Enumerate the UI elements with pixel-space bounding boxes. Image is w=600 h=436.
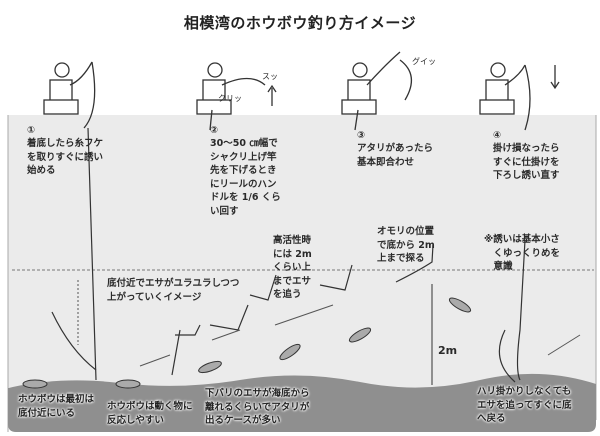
fish-start-note: ホウボウは最初は 底付近にいる	[18, 394, 95, 419]
depth-label: 2m	[438, 344, 458, 357]
anglers	[43, 51, 560, 131]
fish-react-note: ホウボウは動く物に 反応しやすい	[107, 401, 193, 426]
sound-effect-kuri: クリッ	[218, 94, 242, 103]
fish-return-note: ハリ掛かりしなくても エサを追ってすぐに底 へ戻る	[477, 386, 572, 424]
high-activity-note: 高活性時 には 2m くらい上 までエサ を追う	[273, 235, 312, 300]
step-3-text: アタリがあったら 基本即合わせ	[357, 143, 434, 168]
lure-note: ※誘いは基本小さ くゆっくりめを 意識	[484, 234, 561, 272]
step-1-text: 着底したら糸フケ を取りすぐに誘い 始める	[27, 138, 104, 176]
seabed	[8, 373, 596, 432]
step-3-number: ③	[357, 130, 366, 141]
sinker-position-note: オモリの位置 で底から 2m 上まで探る	[377, 226, 435, 264]
motion-arrows	[77, 280, 581, 367]
step-1-number: ①	[27, 125, 36, 136]
fishing-lines	[51, 127, 526, 383]
diagram-title: 相模湾のホウボウ釣り方イメージ	[183, 14, 417, 32]
bite-case-note: 下バリのエサが海底から 離れるくらいでアタリが 出るケースが多い	[205, 388, 310, 426]
step-4-text: 掛け損なったら すぐに仕掛けを 下ろし誘い直す	[493, 143, 560, 181]
angler-4	[479, 62, 560, 131]
step-2-number: ②	[210, 125, 219, 136]
sound-effect-su: スッ	[262, 72, 278, 81]
step-2-text: 30～50 ㎝幅で シャクリ上げ竿 先を下げるとき にリールのハン ドルを 1/…	[210, 138, 281, 217]
fish-icons	[22, 297, 472, 389]
step-4-number: ④	[493, 130, 502, 141]
water-area	[8, 115, 596, 387]
sound-effect-gui: グイッ	[412, 57, 436, 66]
angler-1	[43, 61, 96, 129]
rising-image-note: 底付近でエサがユラユラしつつ 上がっていくイメージ	[107, 278, 240, 303]
angler-2	[196, 62, 277, 131]
angler-3	[341, 51, 412, 131]
